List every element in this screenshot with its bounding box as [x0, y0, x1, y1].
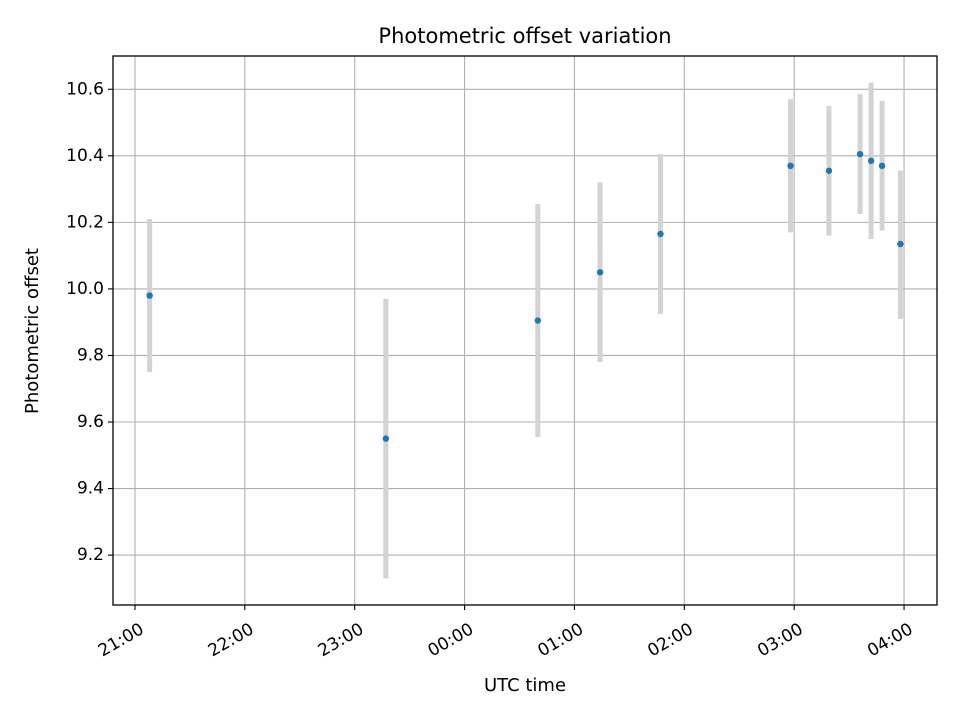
x-axis-label: UTC time	[484, 675, 566, 696]
data-point	[146, 292, 153, 299]
plot-frame	[112, 55, 938, 606]
y-tick-label: 10.4	[66, 146, 104, 166]
data-point	[878, 162, 886, 169]
data-point	[596, 269, 604, 276]
y-tick-label: 9.8	[77, 345, 104, 365]
chart-title: Photometric offset variation	[378, 24, 671, 48]
y-tick-label: 9.6	[77, 412, 104, 432]
data-points	[146, 150, 904, 442]
data-point	[382, 435, 390, 442]
y-tick-label: 10.0	[66, 279, 104, 299]
y-tick-label: 10.6	[66, 79, 104, 99]
y-tick-label: 9.2	[77, 545, 104, 565]
y-axis: 9.2 9.4 9.6 9.8 10.0 10.2 10.4 10.6	[66, 79, 113, 565]
data-point	[856, 150, 864, 158]
y-tick-label: 9.4	[77, 479, 104, 499]
y-axis-label: Photometric offset	[22, 248, 43, 414]
data-point	[867, 157, 875, 165]
grid	[113, 56, 937, 605]
y-tick-label: 10.2	[66, 212, 104, 232]
data-point	[825, 167, 833, 174]
data-point	[657, 230, 664, 238]
data-point	[787, 162, 794, 169]
data-point	[534, 317, 542, 324]
data-point	[897, 240, 904, 248]
